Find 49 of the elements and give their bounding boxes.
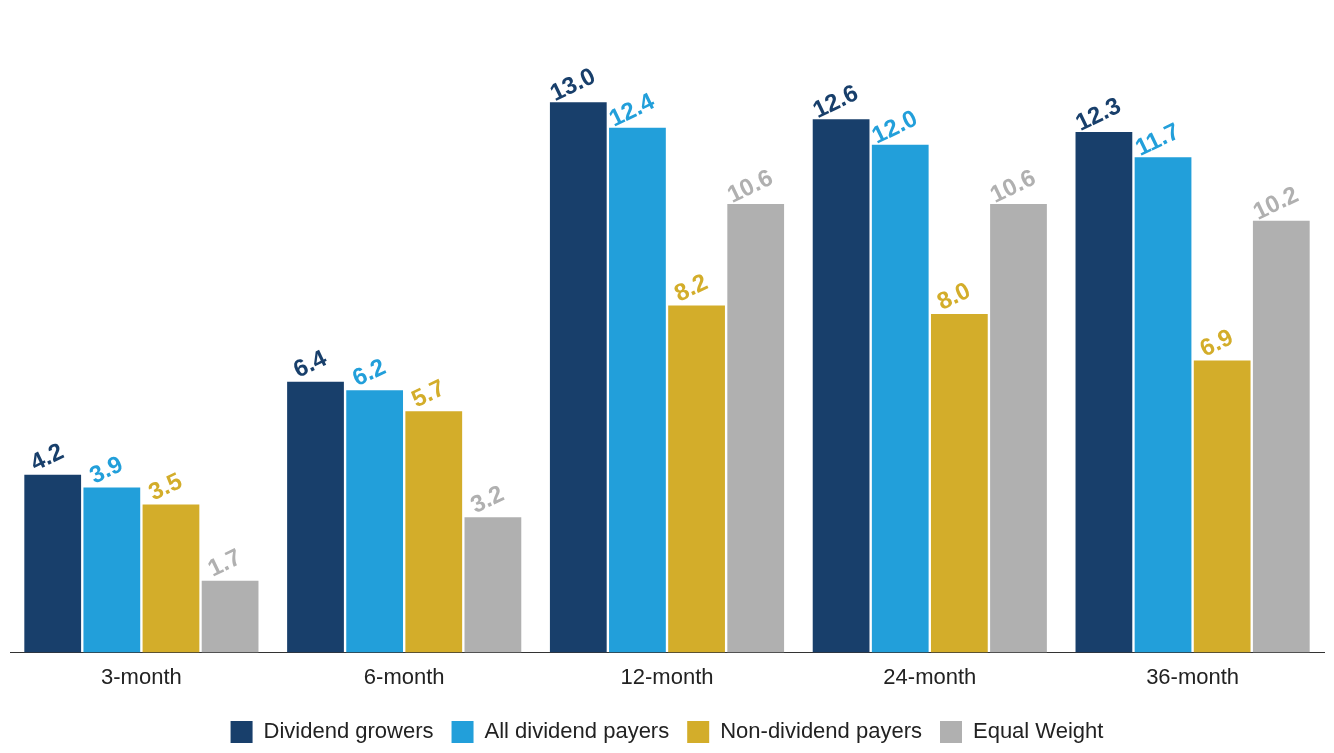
x-tick-label: 6-month <box>363 663 445 689</box>
data-label: 10.6 <box>722 163 777 208</box>
data-label: 10.6 <box>985 163 1040 208</box>
bar <box>201 580 259 653</box>
bar <box>668 305 725 653</box>
x-tick-label: 24-month <box>883 663 977 689</box>
data-label: 3.9 <box>84 449 127 489</box>
data-label: 5.7 <box>406 373 449 413</box>
x-tick-label: 36-month <box>1146 663 1240 689</box>
data-label: 6.9 <box>1195 322 1238 362</box>
bar <box>871 144 929 653</box>
data-label: 6.2 <box>347 352 390 392</box>
x-tick-label: 3-month <box>101 663 182 689</box>
data-label: 10.2 <box>1248 180 1303 225</box>
legend-label: Equal Weight <box>972 718 1104 744</box>
bar <box>930 313 988 653</box>
bar <box>405 411 463 653</box>
bar <box>727 203 785 653</box>
legend-label: Dividend growers <box>263 718 434 744</box>
bar <box>1193 360 1251 653</box>
legend-label: Non-dividend payers <box>720 718 922 744</box>
bar <box>346 390 404 653</box>
bar <box>287 381 344 653</box>
data-label: 4.2 <box>25 436 68 476</box>
data-label: 8.2 <box>669 267 712 307</box>
data-label: 8.0 <box>932 276 975 315</box>
data-label: 12.0 <box>867 103 922 149</box>
bar <box>1075 131 1133 653</box>
bar <box>990 203 1047 653</box>
data-label: 6.4 <box>288 343 331 383</box>
data-label: 12.4 <box>604 86 659 132</box>
bar <box>609 127 666 653</box>
data-label: 12.6 <box>808 78 862 124</box>
data-label: 11.7 <box>1130 116 1184 161</box>
bar <box>142 504 200 653</box>
data-label: 3.2 <box>465 479 508 519</box>
bar <box>464 517 522 653</box>
bar <box>812 119 870 653</box>
bar <box>83 487 141 653</box>
bar <box>1134 157 1192 653</box>
data-label: 1.7 <box>203 542 245 582</box>
data-label: 3.5 <box>144 466 186 506</box>
data-label: 12.3 <box>1070 91 1125 136</box>
x-tick-label: 12-month <box>620 663 714 689</box>
bar <box>549 102 607 653</box>
legend-label: All dividend payers <box>484 718 670 744</box>
bar <box>24 474 82 653</box>
data-label: 13.0 <box>545 61 600 107</box>
bar <box>1252 220 1310 653</box>
